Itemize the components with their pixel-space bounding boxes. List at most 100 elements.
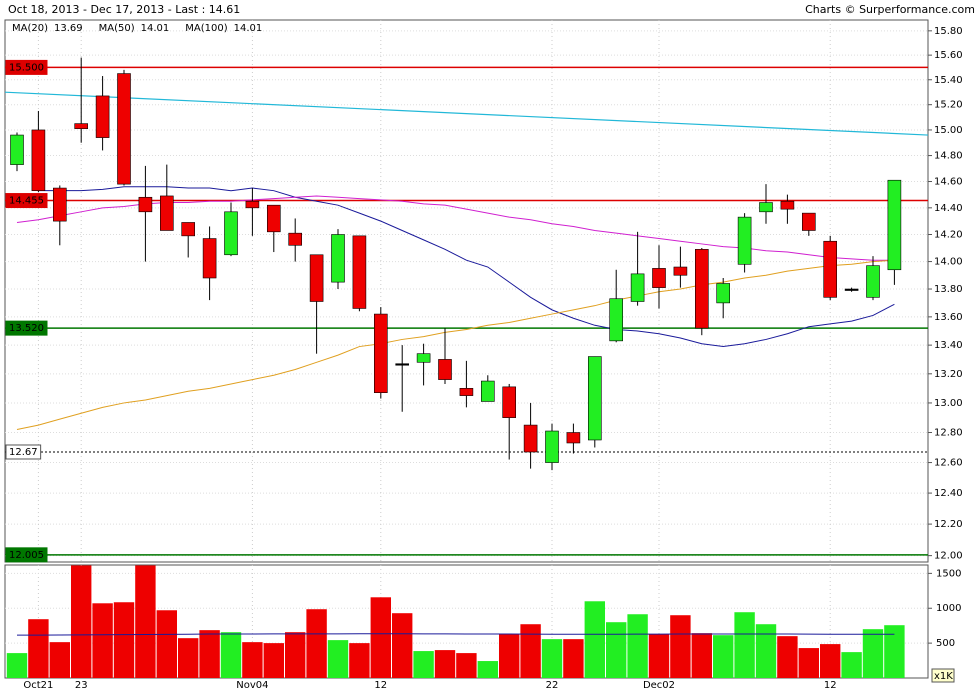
volume-bar: [413, 651, 434, 678]
level-label: 12.67: [9, 447, 38, 458]
volume-bar: [520, 624, 541, 678]
candle-body: [866, 265, 880, 298]
candle-body: [523, 424, 538, 453]
volume-bar: [798, 648, 819, 678]
candle-body: [266, 204, 281, 233]
volume-bar: [6, 653, 28, 678]
volume-bar: [49, 642, 70, 678]
volume-bar: [285, 632, 306, 678]
volume-bar: [734, 612, 755, 678]
candle-body: [416, 353, 431, 363]
candle-body: [694, 249, 709, 329]
y-tick-label: 15.60: [934, 50, 963, 61]
volume-bar: [841, 652, 862, 678]
candle-body: [652, 268, 666, 288]
candle-body: [138, 196, 153, 213]
x-tick-label: 12: [374, 680, 387, 691]
y-tick-label: 13.80: [934, 284, 963, 295]
candle-body: [673, 266, 688, 276]
volume-bar: [135, 565, 156, 678]
legend-value: 14.01: [141, 23, 170, 34]
legend-name: MA(20): [12, 23, 48, 34]
volume-bar: [606, 622, 627, 678]
candle-body: [181, 222, 195, 237]
volume-bar: [820, 644, 841, 678]
y-tick-label: 13.00: [934, 398, 963, 409]
candle-body: [95, 95, 110, 138]
candle-body: [331, 234, 345, 283]
candle-body: [716, 283, 731, 304]
volume-bar: [456, 653, 477, 678]
level-label: 15.500: [9, 62, 44, 73]
candle-body: [609, 298, 624, 342]
volume-bar: [648, 634, 670, 678]
candle-body: [160, 195, 174, 231]
unit-box: [931, 668, 955, 683]
level-label-box: [5, 320, 48, 336]
candle-body: [202, 238, 217, 279]
candle-body: [224, 211, 238, 256]
ma-line: [38, 186, 895, 348]
candle-body: [438, 359, 452, 380]
volume-bar: [392, 613, 413, 678]
y-tick-label: 14.20: [934, 230, 963, 241]
x-tick-label: Nov04: [236, 680, 268, 691]
candle-body: [309, 254, 324, 302]
candle-body: [245, 200, 260, 209]
candle-body: [737, 216, 752, 265]
volume-bar: [113, 602, 135, 678]
legend-name: MA(50): [99, 23, 135, 34]
volume-bar: [434, 650, 456, 678]
volume-bar: [691, 633, 712, 678]
candle-body: [587, 356, 602, 441]
y-tick-label: 15.20: [934, 100, 963, 111]
volume-bar: [563, 639, 584, 678]
price-panel: [4, 19, 929, 563]
candle-body: [117, 73, 131, 185]
volume-ma-line: [17, 633, 895, 636]
volume-tick-label: 1500: [936, 568, 961, 579]
volume-bar: [349, 643, 370, 678]
volume-bar: [713, 635, 734, 678]
candle-body: [459, 388, 474, 396]
volume-bar: [220, 632, 242, 678]
candle-body: [759, 202, 773, 213]
volume-bar: [670, 615, 691, 678]
candle-body: [52, 187, 67, 222]
volume-bar: [92, 603, 113, 678]
y-tick-label: 14.00: [934, 257, 963, 268]
legend-name: MA(100): [185, 23, 227, 34]
x-tick-label: 12: [824, 680, 837, 691]
candle-body: [395, 363, 410, 366]
y-tick-label: 14.80: [934, 151, 963, 162]
volume-bar: [178, 638, 199, 678]
volume-bar: [242, 642, 263, 678]
level-label-box: [5, 59, 48, 75]
legend-value: 13.69: [54, 23, 83, 34]
y-tick-label: 12.00: [934, 551, 963, 562]
volume-bar: [263, 643, 284, 678]
y-tick-label: 13.40: [934, 340, 963, 351]
candle-body: [801, 212, 816, 231]
candle-body: [780, 200, 795, 210]
volume-tick-label: 500: [936, 638, 955, 649]
candle-body: [823, 240, 838, 298]
y-tick-label: 14.60: [934, 177, 963, 188]
volume-bar: [755, 624, 777, 678]
trendline: [4, 91, 929, 136]
level-label-box: [5, 547, 48, 563]
candle-body: [545, 430, 559, 463]
y-tick-label: 14.40: [934, 203, 963, 214]
volume-bar: [156, 610, 177, 678]
x-tick-label: 23: [75, 680, 88, 691]
y-tick-label: 12.40: [934, 488, 963, 499]
candle-body: [352, 235, 367, 309]
level-label: 13.520: [9, 323, 44, 334]
candle-body: [502, 386, 517, 418]
y-tick-label: 12.60: [934, 458, 963, 469]
candle-body: [373, 313, 388, 393]
volume-bar: [28, 619, 49, 678]
candle-body: [630, 273, 645, 302]
candle-body: [480, 380, 495, 402]
